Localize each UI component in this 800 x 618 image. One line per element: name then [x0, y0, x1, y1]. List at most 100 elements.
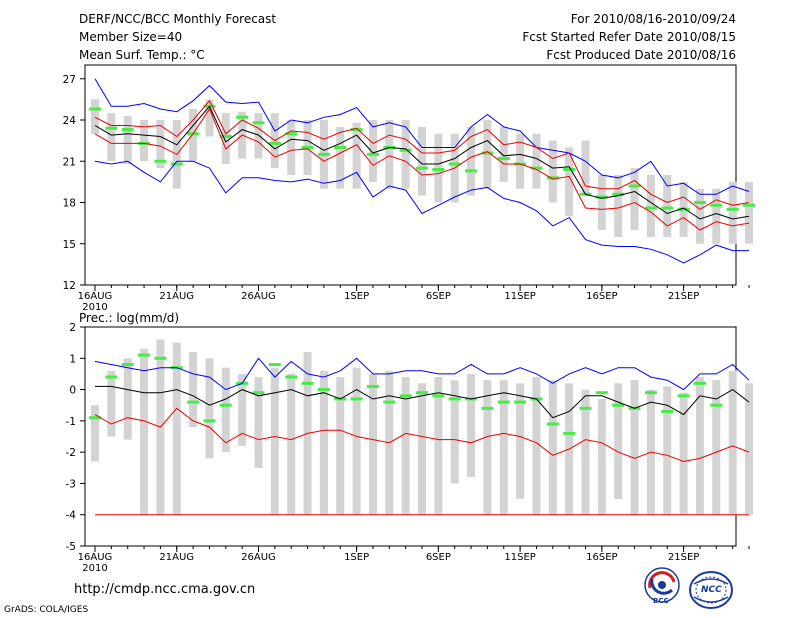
- y-tick-label: -4: [66, 510, 77, 522]
- ensemble-box: [336, 377, 345, 515]
- ensemble-box: [418, 383, 426, 515]
- x-tick-label: 16AUG: [78, 552, 113, 563]
- bcc-logo: BCC: [641, 566, 683, 608]
- fcst-produced-date: Fcst Produced Date 2010/08/16: [546, 48, 736, 62]
- ensemble-box: [663, 175, 672, 237]
- median-marker: [268, 363, 281, 367]
- ensemble-box: [91, 99, 99, 134]
- ncc-logo: NCC: [688, 570, 734, 610]
- ensemble-box: [352, 367, 361, 515]
- median-marker: [317, 152, 330, 156]
- median-marker: [366, 152, 379, 156]
- median-marker: [579, 406, 592, 410]
- median-marker: [514, 400, 527, 404]
- series-line-upper: [94, 357, 750, 391]
- x-tick-label: 16SEP: [586, 291, 617, 302]
- ensemble-box: [123, 358, 132, 440]
- y-tick-label: 15: [63, 239, 76, 251]
- median-marker: [203, 419, 216, 423]
- member-size: Member Size=40: [79, 30, 183, 44]
- median-marker: [154, 159, 167, 163]
- y-tick-label: -2: [66, 447, 76, 459]
- median-marker: [252, 121, 265, 125]
- median-marker: [693, 381, 706, 385]
- y-tick-label: 1: [69, 353, 76, 365]
- ensemble-box: [728, 181, 737, 244]
- median-marker: [546, 176, 559, 180]
- median-marker: [563, 431, 576, 435]
- series-line-upper: [94, 78, 750, 195]
- ensemble-box: [630, 168, 639, 230]
- ensemble-box: [745, 383, 753, 515]
- median-marker: [105, 375, 118, 379]
- footer-url[interactable]: http://cmdp.ncc.cma.gov.cn: [74, 582, 256, 597]
- median-marker: [301, 146, 314, 149]
- median-marker: [301, 381, 314, 385]
- ensemble-box: [679, 392, 688, 515]
- median-marker: [154, 356, 167, 360]
- x-tick-sublabel: 2010: [82, 302, 107, 313]
- forecast-period: For 2010/08/16-2010/09/24: [570, 12, 736, 26]
- ensemble-box: [270, 367, 279, 515]
- chart-title: DERF/NCC/BCC Monthly Forecast: [79, 12, 277, 26]
- ensemble-box: [728, 370, 737, 515]
- median-marker: [710, 203, 723, 207]
- median-marker: [252, 391, 265, 395]
- median-marker: [317, 388, 330, 392]
- series-line-mean_plus: [94, 99, 750, 211]
- ncc-logo-text: NCC: [701, 585, 722, 595]
- median-marker: [219, 135, 232, 138]
- ensemble-box: [516, 383, 525, 500]
- ensemble-box: [581, 389, 590, 515]
- series-line-mean: [95, 385, 750, 419]
- plot-frame: [84, 64, 737, 286]
- ensemble-box: [646, 175, 655, 237]
- ensemble-box: [467, 373, 476, 478]
- median-marker: [432, 394, 445, 398]
- ensemble-box: [221, 113, 230, 164]
- median-marker: [268, 141, 281, 145]
- median-marker: [726, 207, 739, 211]
- median-marker: [236, 115, 249, 119]
- median-marker: [89, 107, 101, 111]
- x-tick-label: 26AUG: [241, 552, 276, 563]
- median-marker: [432, 168, 445, 171]
- ensemble-box: [614, 383, 623, 500]
- x-tick-label: 11SEP: [504, 552, 535, 563]
- ensemble-box: [140, 348, 149, 515]
- median-marker: [677, 394, 690, 398]
- ensemble-box: [712, 188, 721, 244]
- median-marker: [334, 146, 347, 149]
- series-line-lower: [94, 407, 750, 463]
- ensemble-box: [91, 405, 99, 462]
- median-marker: [743, 203, 755, 207]
- x-tick-label: 6SEP: [426, 291, 451, 302]
- ensemble-box: [319, 370, 328, 515]
- ensemble-box: [238, 373, 247, 446]
- ensemble-box: [205, 358, 214, 459]
- ensemble-box: [123, 115, 132, 164]
- y-tick-label: -1: [66, 416, 76, 428]
- median-marker: [285, 375, 298, 379]
- median-marker: [138, 353, 151, 357]
- panel2-title: Prec.: log(mm/d): [79, 311, 180, 325]
- ensemble-box: [565, 147, 574, 217]
- ensemble-box: [434, 377, 443, 515]
- series-line-lower: [94, 160, 749, 264]
- y-tick-label: 2: [69, 322, 76, 334]
- ensemble-box: [614, 175, 623, 237]
- median-marker: [497, 157, 510, 160]
- ensemble-box: [695, 188, 704, 244]
- x-tick-sublabel: 2010: [82, 563, 107, 574]
- ensemble-box: [695, 377, 704, 515]
- ensemble-box: [712, 380, 721, 515]
- ensemble-box: [745, 181, 753, 244]
- ensemble-box: [368, 373, 377, 515]
- ensemble-box: [156, 120, 165, 169]
- y-tick-label: 27: [63, 74, 76, 86]
- ensemble-box: [516, 133, 525, 189]
- median-marker: [350, 397, 363, 401]
- ensemble-box: [287, 373, 296, 515]
